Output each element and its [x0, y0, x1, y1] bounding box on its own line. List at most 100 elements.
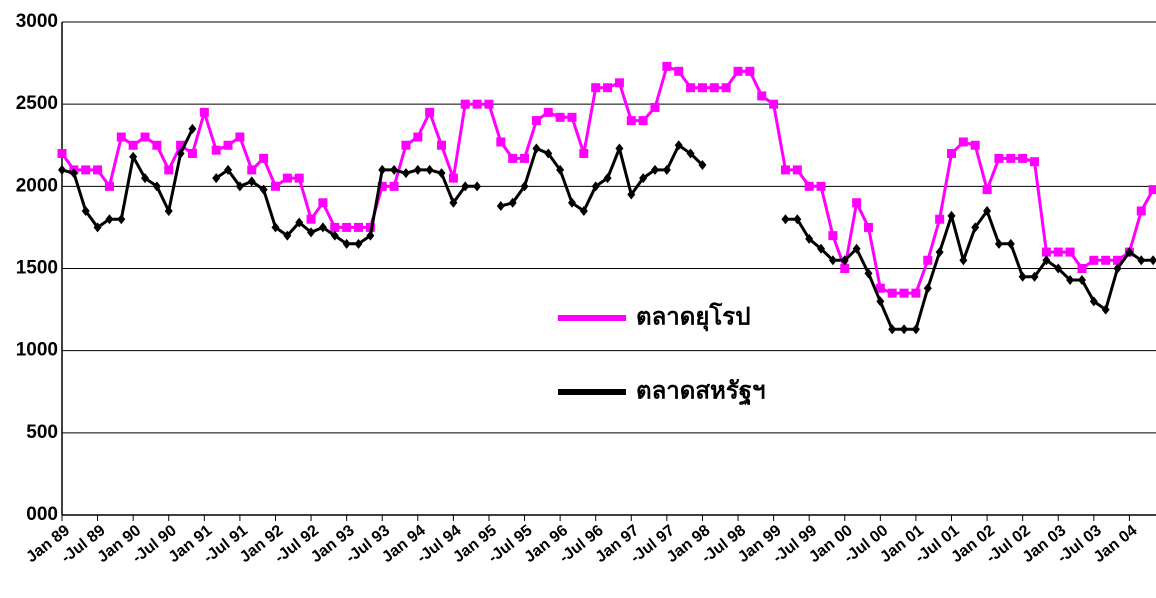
y-tick-label: 1000 — [16, 340, 58, 361]
marker — [1113, 263, 1122, 274]
marker — [887, 288, 897, 298]
marker — [662, 164, 671, 175]
marker — [1077, 275, 1086, 286]
marker — [247, 176, 256, 187]
marker — [686, 83, 696, 93]
marker — [792, 165, 802, 175]
marker — [224, 164, 233, 175]
marker — [508, 197, 517, 208]
y-tick-label: 3000 — [16, 11, 58, 32]
marker — [128, 140, 138, 150]
marker — [212, 173, 221, 184]
marker — [662, 61, 672, 71]
marker — [295, 217, 304, 228]
marker — [58, 164, 66, 175]
marker — [567, 197, 576, 208]
marker — [104, 181, 114, 191]
marker — [152, 181, 161, 192]
marker — [390, 164, 399, 175]
marker — [1054, 263, 1063, 274]
marker — [342, 222, 352, 232]
series-line — [61, 128, 1154, 331]
marker — [93, 165, 103, 175]
marker — [1125, 247, 1134, 258]
marker — [164, 205, 173, 216]
marker — [354, 238, 363, 249]
marker — [330, 222, 340, 232]
marker — [176, 148, 185, 159]
marker — [223, 140, 233, 150]
marker — [520, 153, 530, 163]
marker — [900, 324, 909, 335]
marker — [164, 165, 174, 175]
marker — [1137, 255, 1146, 266]
marker — [294, 173, 304, 183]
marker — [1030, 157, 1040, 167]
marker — [709, 83, 719, 93]
marker — [674, 140, 683, 151]
marker — [923, 255, 933, 265]
marker — [1066, 275, 1075, 286]
marker — [544, 148, 553, 159]
marker — [686, 148, 695, 159]
marker — [342, 238, 351, 249]
marker — [1148, 185, 1156, 195]
marker — [983, 205, 992, 216]
marker — [627, 189, 636, 200]
marker — [1101, 304, 1110, 315]
marker — [816, 181, 826, 191]
marker — [698, 159, 707, 170]
marker — [141, 173, 150, 184]
marker — [888, 324, 897, 335]
marker — [176, 140, 186, 150]
marker — [460, 99, 470, 109]
marker — [1136, 206, 1146, 216]
marker — [639, 173, 648, 184]
marker — [805, 233, 814, 244]
marker — [425, 164, 434, 175]
marker — [377, 181, 387, 191]
marker — [614, 78, 624, 88]
marker — [555, 112, 565, 122]
marker — [1018, 271, 1027, 282]
marker — [852, 243, 861, 254]
marker — [911, 288, 921, 298]
marker — [615, 143, 624, 154]
marker — [947, 148, 956, 158]
marker — [437, 168, 446, 179]
marker — [187, 148, 197, 158]
marker — [413, 132, 423, 142]
marker — [152, 140, 162, 150]
marker — [366, 230, 375, 241]
marker — [899, 288, 909, 298]
marker — [484, 99, 494, 109]
marker — [567, 112, 577, 122]
marker — [994, 153, 1004, 163]
legend-label: ตลาดสหรัฐฯ — [636, 377, 765, 406]
marker — [282, 173, 292, 183]
marker — [140, 132, 150, 142]
marker — [651, 164, 659, 175]
marker — [875, 283, 885, 293]
marker — [532, 143, 541, 154]
marker — [413, 164, 422, 175]
marker — [520, 181, 529, 192]
marker — [1041, 247, 1051, 257]
marker — [1089, 255, 1099, 265]
marker — [982, 185, 992, 195]
marker — [401, 168, 410, 179]
marker — [1006, 153, 1016, 163]
marker — [1077, 264, 1087, 273]
marker — [235, 132, 245, 142]
marker — [448, 173, 458, 183]
marker — [259, 153, 269, 163]
marker — [603, 83, 613, 93]
marker — [863, 222, 873, 232]
y-tick-label: 000 — [26, 504, 58, 525]
marker — [69, 168, 78, 179]
marker — [1089, 296, 1098, 307]
marker — [804, 181, 814, 191]
marker — [188, 123, 197, 134]
marker — [199, 107, 209, 117]
